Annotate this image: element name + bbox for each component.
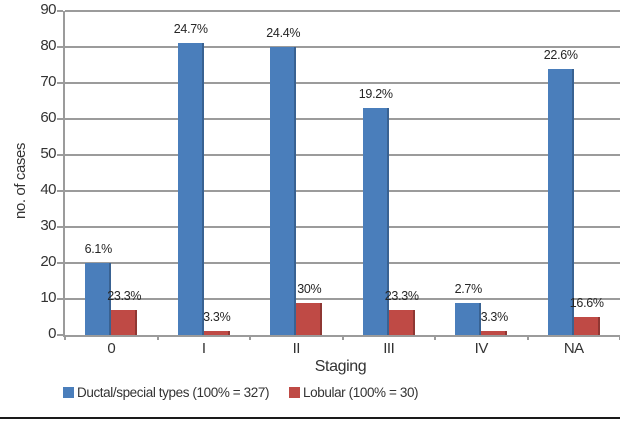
bar-lobular-IV [481, 331, 508, 335]
y-tick-label: 70 [40, 73, 56, 90]
x-category-label: 0 [107, 340, 116, 357]
bar-ductal-II [270, 47, 297, 335]
x-category-label: NA [563, 340, 584, 357]
gridline-y50 [65, 154, 620, 156]
y-tick-label: 0 [48, 325, 56, 342]
y-tick-mark [57, 46, 63, 48]
bar-lobular-II [296, 302, 323, 335]
y-tick-label: 40 [40, 181, 56, 198]
bar-value-label: 2.7% [454, 281, 483, 296]
x-tick-mark [156, 335, 159, 340]
x-axis-title: Staging [314, 358, 367, 375]
x-tick-mark [341, 335, 344, 340]
bar-lobular-0 [111, 309, 138, 335]
bar-value-label: 16.6% [569, 296, 604, 310]
x-tick-mark [434, 335, 436, 340]
y-tick-label: 90 [40, 1, 56, 18]
bar-lobular-I [203, 331, 230, 335]
y-tick-label: 50 [40, 145, 56, 162]
y-tick-mark [57, 154, 63, 156]
x-category-label: IV [474, 340, 489, 357]
legend-entry-lobular: Lobular (100% = 30) [289, 385, 419, 400]
x-tick-mark [64, 335, 66, 340]
legend: Ductal/special types (100% = 327) Lobular… [63, 385, 419, 400]
bar-value-label: 3.3% [203, 310, 231, 325]
bar-value-label: 19.2% [358, 87, 393, 102]
bar-lobular-III [388, 309, 415, 335]
gridline-y70 [65, 82, 620, 84]
legend-swatch-icon [63, 387, 74, 398]
gridline-y80 [65, 46, 620, 48]
bar-value-label: 23.3% [384, 288, 419, 303]
y-tick-mark [57, 82, 63, 84]
x-category-label: I [201, 340, 206, 357]
y-tick-mark [57, 190, 63, 192]
y-tick-label: 60 [40, 109, 56, 126]
bar-ductal-IV [455, 302, 482, 335]
x-category-label: II [292, 340, 301, 357]
gridline-y20 [65, 262, 620, 264]
y-tick-mark [57, 262, 63, 264]
bar-value-label: 24.7% [173, 22, 208, 37]
bar-value-label: 3.3% [480, 310, 509, 325]
bar-value-label: 24.4% [266, 26, 301, 40]
y-tick-label: 10 [40, 289, 56, 306]
legend-swatch-icon [289, 387, 301, 398]
legend-label: Ductal/special types (100% = 327) [77, 385, 270, 400]
bar-value-label: 23.3% [107, 288, 142, 303]
bar-ductal-I [177, 43, 204, 335]
bar-ductal-III [362, 108, 389, 335]
bar-ductal-0 [85, 263, 112, 335]
gridline-y40 [65, 190, 620, 192]
gridline-y90 [65, 10, 620, 12]
y-tick-mark [57, 10, 63, 12]
bar-value-label: 30% [297, 281, 322, 296]
y-tick-label: 20 [40, 253, 56, 270]
gridline-y10 [65, 298, 620, 300]
bottom-rule-divider [0, 417, 620, 419]
bar-value-label: 22.6% [543, 47, 578, 62]
bar-ductal-NA [547, 68, 574, 335]
bar-lobular-NA [573, 317, 600, 335]
y-tick-label: 30 [40, 217, 56, 234]
legend-label: Lobular (100% = 30) [303, 385, 419, 400]
bar-value-label: 6.1% [84, 242, 113, 256]
y-tick-label: 80 [40, 37, 56, 54]
y-tick-mark [57, 118, 63, 120]
gridline-y60 [65, 118, 620, 120]
x-tick-mark [249, 335, 251, 340]
plot-area: 0 I II III IV NA 6.1% 23.3% 24.7% 3.3% 24.4% 30% 19.… [63, 10, 620, 357]
y-tick-mark [57, 334, 63, 336]
legend-entry-ductal: Ductal/special types (100% = 327) [63, 385, 269, 400]
y-tick-mark [57, 226, 63, 228]
x-category-label: III [383, 340, 395, 357]
x-tick-mark [526, 335, 529, 340]
y-tick-mark [57, 298, 63, 300]
gridline-y30 [65, 226, 620, 228]
